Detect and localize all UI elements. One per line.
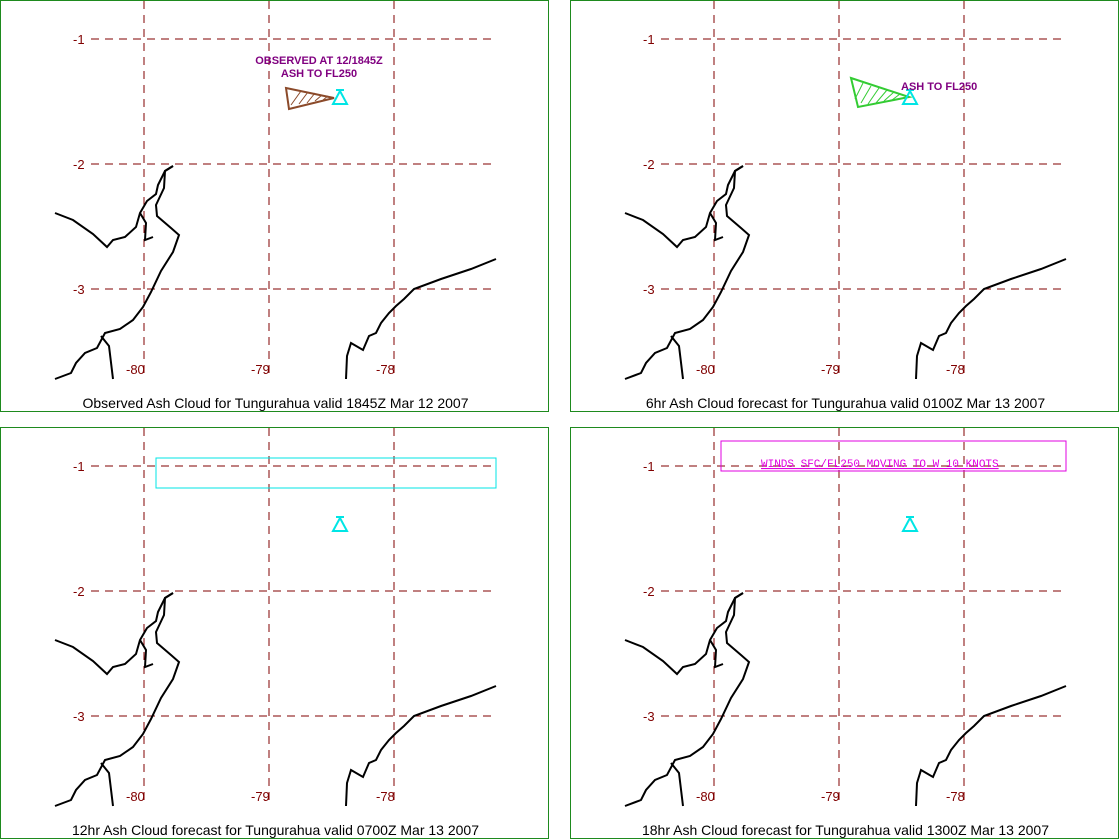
map-canvas: WINDS SFC/FL250 MOVING TO W 10 KNOTS -1 … bbox=[624, 428, 1067, 807]
panel-caption: 6hr Ash Cloud forecast for Tungurahua va… bbox=[645, 395, 1046, 411]
map-canvas: -1 -2 -3 -80 -79 -78 bbox=[54, 428, 497, 807]
graticule bbox=[91, 428, 496, 806]
map-panel-6hr: ASH TO FL250 -1 -2 -3 -80 -79 -78 6hr As… bbox=[570, 0, 1119, 412]
forecast-box bbox=[155, 457, 497, 489]
map-canvas: OBSERVED AT 12/1845Z ASH TO FL250 -1 -2 … bbox=[54, 1, 497, 380]
panel-caption: 12hr Ash Cloud forecast for Tungurahua v… bbox=[71, 822, 480, 838]
forecast-box bbox=[720, 440, 1067, 472]
annotation-line-1: ASH TO FL250 bbox=[901, 81, 977, 93]
axis-labels: -1 -2 -3 -80 -79 -78 bbox=[643, 32, 965, 377]
coastline bbox=[54, 592, 497, 807]
lon-label-80: -80 bbox=[126, 789, 145, 804]
coastline bbox=[624, 592, 1067, 807]
lon-label-79: -79 bbox=[821, 789, 840, 804]
annotation-line-2: ASH TO FL250 bbox=[281, 68, 357, 80]
coastline bbox=[54, 165, 497, 380]
lon-label-79: -79 bbox=[821, 362, 840, 377]
annotation-line-1: OBSERVED AT 12/1845Z bbox=[255, 55, 383, 67]
lon-label-78: -78 bbox=[946, 789, 965, 804]
volcano-icon bbox=[331, 88, 349, 105]
lon-label-80: -80 bbox=[696, 362, 715, 377]
lon-label-79: -79 bbox=[251, 789, 270, 804]
lat-label-1: -1 bbox=[73, 459, 85, 474]
lat-label-2: -2 bbox=[73, 157, 85, 172]
lat-label-3: -3 bbox=[643, 282, 655, 297]
graticule bbox=[661, 428, 1066, 806]
map-panel-observed: OBSERVED AT 12/1845Z ASH TO FL250 -1 -2 … bbox=[0, 0, 549, 412]
lat-label-3: -3 bbox=[643, 709, 655, 724]
lat-label-1: -1 bbox=[643, 32, 655, 47]
map-canvas: ASH TO FL250 -1 -2 -3 -80 -79 -78 bbox=[624, 1, 1067, 380]
lon-label-80: -80 bbox=[696, 789, 715, 804]
panel-caption: 18hr Ash Cloud forecast for Tungurahua v… bbox=[641, 822, 1050, 838]
ash-cloud-6hr bbox=[849, 76, 913, 109]
lat-label-3: -3 bbox=[73, 709, 85, 724]
axis-labels: -1 -2 -3 -80 -79 -78 bbox=[73, 459, 395, 804]
lon-label-80: -80 bbox=[126, 362, 145, 377]
axis-labels: -1 -2 -3 -80 -79 -78 bbox=[73, 32, 395, 377]
coastline bbox=[624, 165, 1067, 380]
volcano-icon bbox=[901, 515, 919, 532]
lon-label-78: -78 bbox=[946, 362, 965, 377]
lon-label-78: -78 bbox=[376, 362, 395, 377]
lat-label-2: -2 bbox=[73, 584, 85, 599]
panel-caption: Observed Ash Cloud for Tungurahua valid … bbox=[82, 395, 469, 411]
graticule bbox=[661, 1, 1066, 379]
winds-annotation: WINDS SFC/FL250 MOVING TO W 10 KNOTS bbox=[761, 459, 999, 471]
axis-labels: -1 -2 -3 -80 -79 -78 bbox=[643, 459, 965, 804]
lat-label-3: -3 bbox=[73, 282, 85, 297]
graticule bbox=[91, 1, 496, 379]
map-panel-12hr: -1 -2 -3 -80 -79 -78 12hr Ash Cloud fore… bbox=[0, 427, 549, 839]
ash-cloud-hatch bbox=[290, 90, 329, 106]
lon-label-78: -78 bbox=[376, 789, 395, 804]
lat-label-2: -2 bbox=[643, 584, 655, 599]
lat-label-2: -2 bbox=[643, 157, 655, 172]
lat-label-1: -1 bbox=[73, 32, 85, 47]
volcano-icon bbox=[901, 88, 919, 105]
map-panel-18hr: WINDS SFC/FL250 MOVING TO W 10 KNOTS -1 … bbox=[570, 427, 1119, 839]
lat-label-1: -1 bbox=[643, 459, 655, 474]
volcano-icon bbox=[331, 515, 349, 532]
lon-label-79: -79 bbox=[251, 362, 270, 377]
ash-cloud-hatch bbox=[854, 82, 901, 105]
